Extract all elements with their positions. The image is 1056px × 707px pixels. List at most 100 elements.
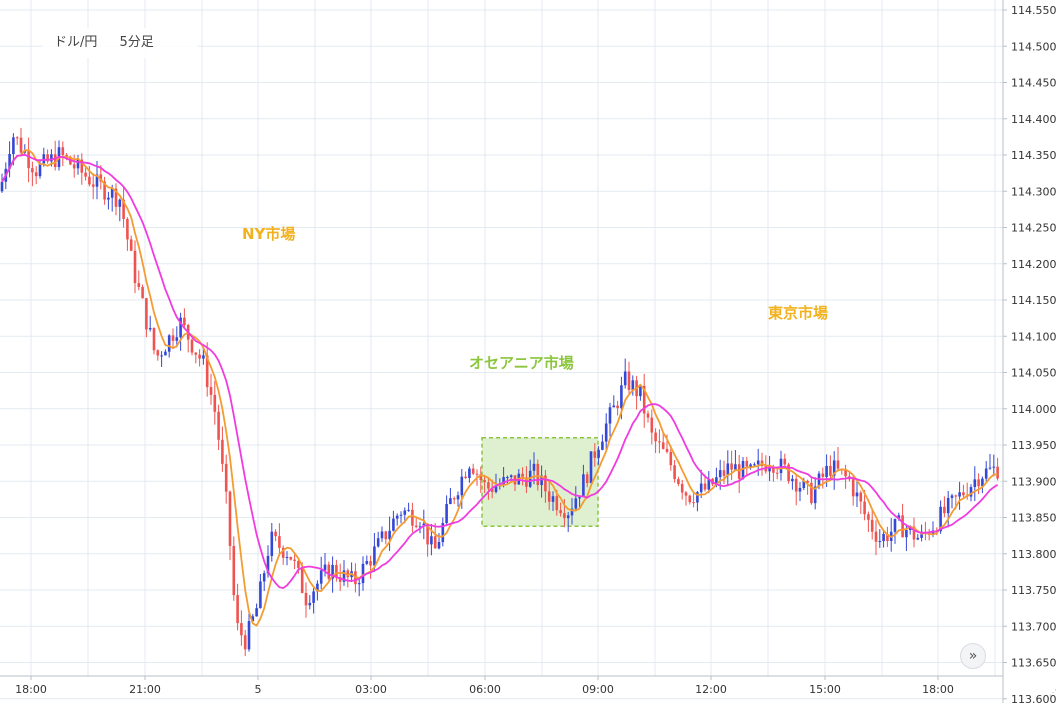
candle-up <box>110 188 114 198</box>
candle-up <box>365 561 369 564</box>
candle-down <box>346 570 350 578</box>
x-tick-label: 12:00 <box>695 683 727 696</box>
candle-up <box>825 465 828 477</box>
candle-up <box>460 476 464 496</box>
y-tick-label: 114.350 <box>1011 149 1056 162</box>
candle-down <box>901 515 904 538</box>
candle-down <box>103 181 106 200</box>
candle-down <box>943 506 946 514</box>
candle-up <box>620 385 623 409</box>
candle-up <box>931 530 935 536</box>
candle-down <box>646 413 650 418</box>
candle-up <box>251 616 255 622</box>
candle-down <box>654 432 657 442</box>
candle-down <box>475 473 479 475</box>
candle-down <box>977 479 980 487</box>
candle-down <box>31 168 34 173</box>
candle-up <box>753 464 756 466</box>
candle-up <box>380 531 384 539</box>
candle-down <box>281 547 285 558</box>
candle-down <box>490 488 494 492</box>
candle-up <box>832 460 836 476</box>
candle-up <box>878 541 882 543</box>
candle-down <box>745 460 749 467</box>
candle-down <box>962 492 965 496</box>
ny-market-label: NY市場 <box>242 225 296 243</box>
candle-up <box>939 506 942 532</box>
candle-down <box>487 482 490 489</box>
candle-up <box>749 464 752 467</box>
candle-down <box>426 523 429 545</box>
candle-down <box>141 286 144 299</box>
candle-up <box>118 199 122 207</box>
candle-down <box>642 385 646 414</box>
candle-down <box>152 328 156 351</box>
candle-up <box>532 463 536 471</box>
candle-up <box>437 542 441 549</box>
candle-up <box>23 151 27 153</box>
candle-down <box>787 464 790 482</box>
candle-down <box>198 354 201 359</box>
candle-down <box>547 491 551 502</box>
candle-down <box>783 458 787 465</box>
candle-up <box>0 181 4 192</box>
candle-up <box>456 495 460 500</box>
candle-up <box>707 478 711 490</box>
candle-down <box>836 460 840 469</box>
candle-up <box>407 509 410 511</box>
candle-up <box>316 583 319 592</box>
candle-down <box>293 559 296 562</box>
candle-down <box>221 439 224 464</box>
candle-up <box>373 546 376 566</box>
y-tick-label: 114.500 <box>1011 40 1056 53</box>
y-tick-label: 114.300 <box>1011 185 1056 198</box>
candle-down <box>996 466 999 479</box>
candle-up <box>601 441 604 450</box>
candle-down <box>688 495 692 503</box>
candle-up <box>813 486 817 504</box>
candle-up <box>540 475 543 486</box>
candle-up <box>802 480 806 488</box>
candle-up <box>958 492 961 497</box>
candle-up <box>574 498 578 509</box>
candle-down <box>806 480 809 483</box>
candle-up <box>984 468 988 479</box>
candle-up <box>42 154 46 164</box>
resize-handle[interactable]: ⋰ <box>1049 688 1056 697</box>
candle-down <box>243 635 247 650</box>
y-tick-label: 113.800 <box>1011 548 1056 561</box>
candle-down <box>585 474 589 484</box>
candle-up <box>308 602 312 606</box>
candle-up <box>202 355 205 359</box>
candle-up <box>597 449 600 458</box>
candle-up <box>612 405 616 408</box>
candle-up <box>981 478 984 487</box>
candle-up <box>399 514 403 516</box>
candle-up <box>247 621 251 650</box>
candle-down <box>300 567 304 593</box>
candle-down <box>863 501 866 515</box>
candle-up <box>445 504 448 523</box>
candle-down <box>810 482 813 504</box>
candle-down <box>19 137 23 153</box>
candle-up <box>734 464 737 470</box>
candle-down <box>84 172 87 177</box>
candle-up <box>8 154 11 169</box>
candle-down <box>46 154 49 162</box>
candle-up <box>950 495 954 498</box>
candle-down <box>297 561 300 568</box>
candle-down <box>304 592 308 606</box>
candle-up <box>817 473 821 487</box>
candle-down <box>730 463 733 470</box>
candle-up <box>502 477 505 485</box>
scroll-to-latest-button[interactable]: » <box>960 643 986 669</box>
candle-down <box>669 451 673 466</box>
candle-up <box>266 555 270 574</box>
candle-down <box>15 137 19 139</box>
candle-up <box>882 533 885 542</box>
candle-down <box>912 526 916 540</box>
y-tick-label: 114.150 <box>1011 294 1056 307</box>
candle-down <box>737 464 741 479</box>
